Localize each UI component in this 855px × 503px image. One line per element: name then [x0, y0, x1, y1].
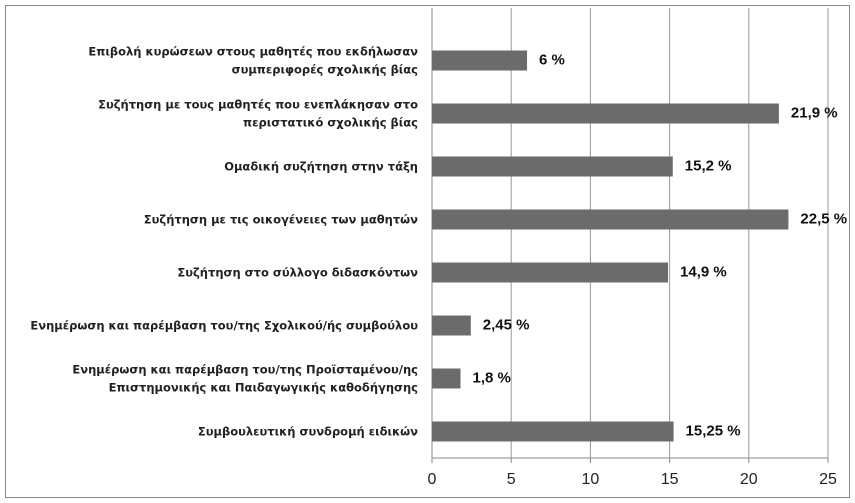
category-label: Ομαδική συζήτηση στην τάξη [224, 159, 418, 173]
value-label: 6 % [539, 51, 565, 68]
x-tick-label: 0 [428, 471, 437, 488]
bar [432, 50, 528, 71]
value-label: 15,25 % [686, 422, 741, 439]
x-tick-label: 15 [661, 471, 679, 488]
category-label: Συζήτηση στο σύλλογο διδασκόντων [177, 265, 418, 279]
bar [432, 156, 673, 177]
value-label: 15,2 % [685, 157, 732, 174]
value-label: 22,5 % [800, 210, 847, 227]
value-label: 2,45 % [483, 316, 530, 333]
category-label: Συζήτηση με τις οικογένειες των μαθητών [144, 212, 418, 226]
x-tick-label: 25 [819, 471, 837, 488]
bar [432, 315, 471, 336]
bar [432, 209, 789, 230]
value-label: 21,9 % [791, 104, 838, 121]
category-label: Επιβολή κυρώσεων στους μαθητές που εκδήλ… [88, 44, 418, 76]
bar [432, 262, 669, 283]
category-label: Ενημέρωση και παρέμβαση του/της Σχολικού… [30, 318, 418, 332]
category-label: Συζήτηση με τους μαθητές που ενεπλάκησαν… [98, 97, 418, 129]
value-label: 1,8 % [473, 369, 511, 386]
chart-frame [5, 5, 850, 498]
x-tick-label: 10 [582, 471, 600, 488]
value-label: 14,9 % [680, 263, 727, 280]
bar [432, 421, 674, 442]
category-label: Συμβουλευτική συνδρομή ειδικών [198, 424, 418, 438]
bar [432, 103, 779, 124]
x-tick-label: 20 [740, 471, 758, 488]
bar [432, 368, 461, 389]
x-tick-label: 5 [507, 471, 516, 488]
category-label: Ενημέρωση και παρέμβαση του/της Προϊσταμ… [72, 362, 418, 394]
